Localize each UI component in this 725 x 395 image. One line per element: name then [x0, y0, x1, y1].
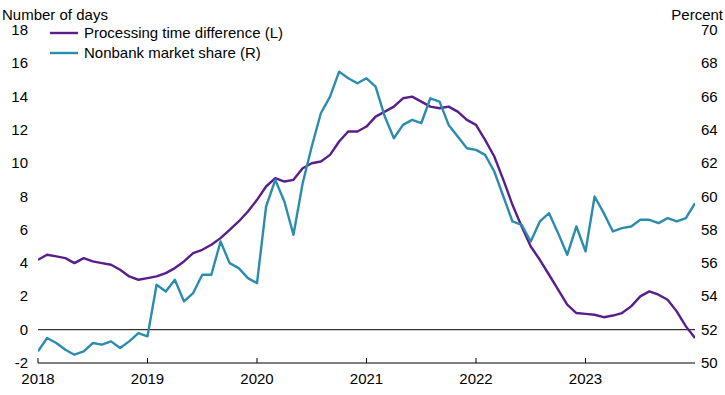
x-tick — [257, 358, 258, 363]
y-tick-label: 8 — [20, 188, 28, 205]
y2-tick-label: 68 — [701, 54, 718, 71]
legend-label: Nonbank market share (R) — [84, 44, 261, 61]
y-tick-label: 2 — [20, 287, 28, 304]
x-tick-label: 2019 — [131, 370, 164, 387]
y2-tick-label: 64 — [701, 121, 718, 138]
chart: Number of daysPercent-202468101214161850… — [0, 0, 725, 395]
x-tick — [585, 358, 586, 363]
y-tick-label: 16 — [11, 54, 28, 71]
plot-area — [38, 72, 695, 355]
x-tick — [38, 358, 39, 363]
x-tick — [147, 358, 148, 363]
x-tick-label: 2022 — [459, 370, 492, 387]
legend-swatch — [50, 52, 78, 54]
series-line — [38, 72, 695, 355]
x-tick-label: 2018 — [21, 370, 54, 387]
y2-tick-label: 52 — [701, 321, 718, 338]
y2-tick-label: 62 — [701, 154, 718, 171]
y2-tick-label: 56 — [701, 254, 718, 271]
series-line — [38, 97, 695, 338]
y2-tick-label: 58 — [701, 221, 718, 238]
y-tick-label: 0 — [20, 321, 28, 338]
y2-tick-label: 70 — [701, 21, 718, 38]
x-tick — [476, 358, 477, 363]
y-tick-label: -2 — [15, 354, 28, 371]
x-tick-label: 2021 — [350, 370, 383, 387]
y-tick-label: 12 — [11, 121, 28, 138]
x-tick — [366, 358, 367, 363]
y2-tick-label: 66 — [701, 88, 718, 105]
legend-label: Processing time difference (L) — [84, 24, 283, 41]
zero-line — [38, 329, 695, 330]
y-tick-label: 4 — [20, 254, 28, 271]
x-tick-label: 2023 — [569, 370, 602, 387]
y-tick-label: 10 — [11, 154, 28, 171]
x-tick-label: 2020 — [240, 370, 273, 387]
y-tick-label: 6 — [20, 221, 28, 238]
y2-tick-label: 54 — [701, 287, 718, 304]
y2-tick-label: 60 — [701, 188, 718, 205]
legend-swatch — [50, 32, 78, 34]
legend: Processing time difference (L) Nonbank ma… — [50, 24, 283, 61]
y2-tick-label: 50 — [701, 354, 718, 371]
y-tick-label: 14 — [11, 88, 28, 105]
y-tick-label: 18 — [11, 21, 28, 38]
